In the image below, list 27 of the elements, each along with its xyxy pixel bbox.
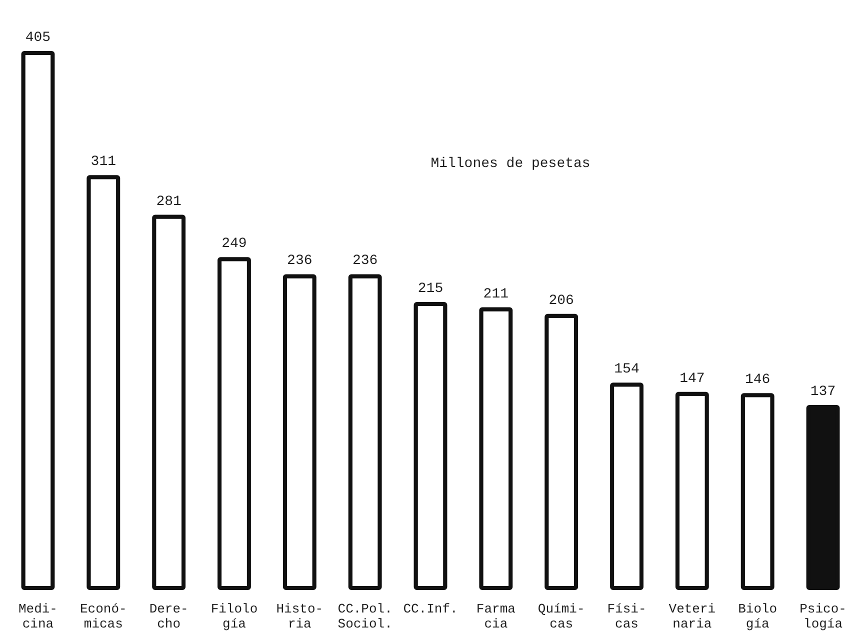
x-tick-label: Medi- cina — [18, 602, 58, 632]
data-label: 154 — [614, 362, 640, 378]
x-tick-label: Histo- ria — [276, 602, 324, 632]
text: Millones de pesetas — [430, 156, 590, 172]
x-tick-label: Econó- micas — [80, 602, 127, 632]
x-tick-label: Dere- cho — [149, 602, 188, 632]
data-label: 311 — [90, 154, 116, 170]
data-label: 215 — [418, 280, 444, 297]
x-tick-label: Físi- cas — [607, 602, 646, 632]
x-tick-label: Filolo gía — [210, 602, 258, 632]
data-label: 236 — [352, 253, 378, 270]
x-tick-label: Quími- cas — [538, 602, 585, 632]
data-label: 146 — [744, 372, 770, 388]
x-tick-label: Veteri naria — [668, 602, 716, 632]
data-label: 147 — [680, 370, 705, 387]
data-label: 206 — [548, 292, 574, 309]
data-label: 405 — [25, 30, 51, 46]
x-tick-label: Biolo gía — [738, 602, 778, 632]
x-tick-label: Psico- logía — [800, 602, 846, 632]
data-label: 211 — [483, 286, 509, 302]
data-label: 236 — [287, 253, 312, 270]
data-label: 281 — [156, 194, 182, 210]
x-tick-label: CC.Inf. — [403, 602, 458, 616]
data-label: 249 — [222, 236, 247, 252]
x-tick-label: Farma cia — [476, 602, 516, 632]
x-tick-label: CC.Pol. Sociol. — [338, 602, 392, 632]
data-label: 137 — [810, 384, 836, 400]
